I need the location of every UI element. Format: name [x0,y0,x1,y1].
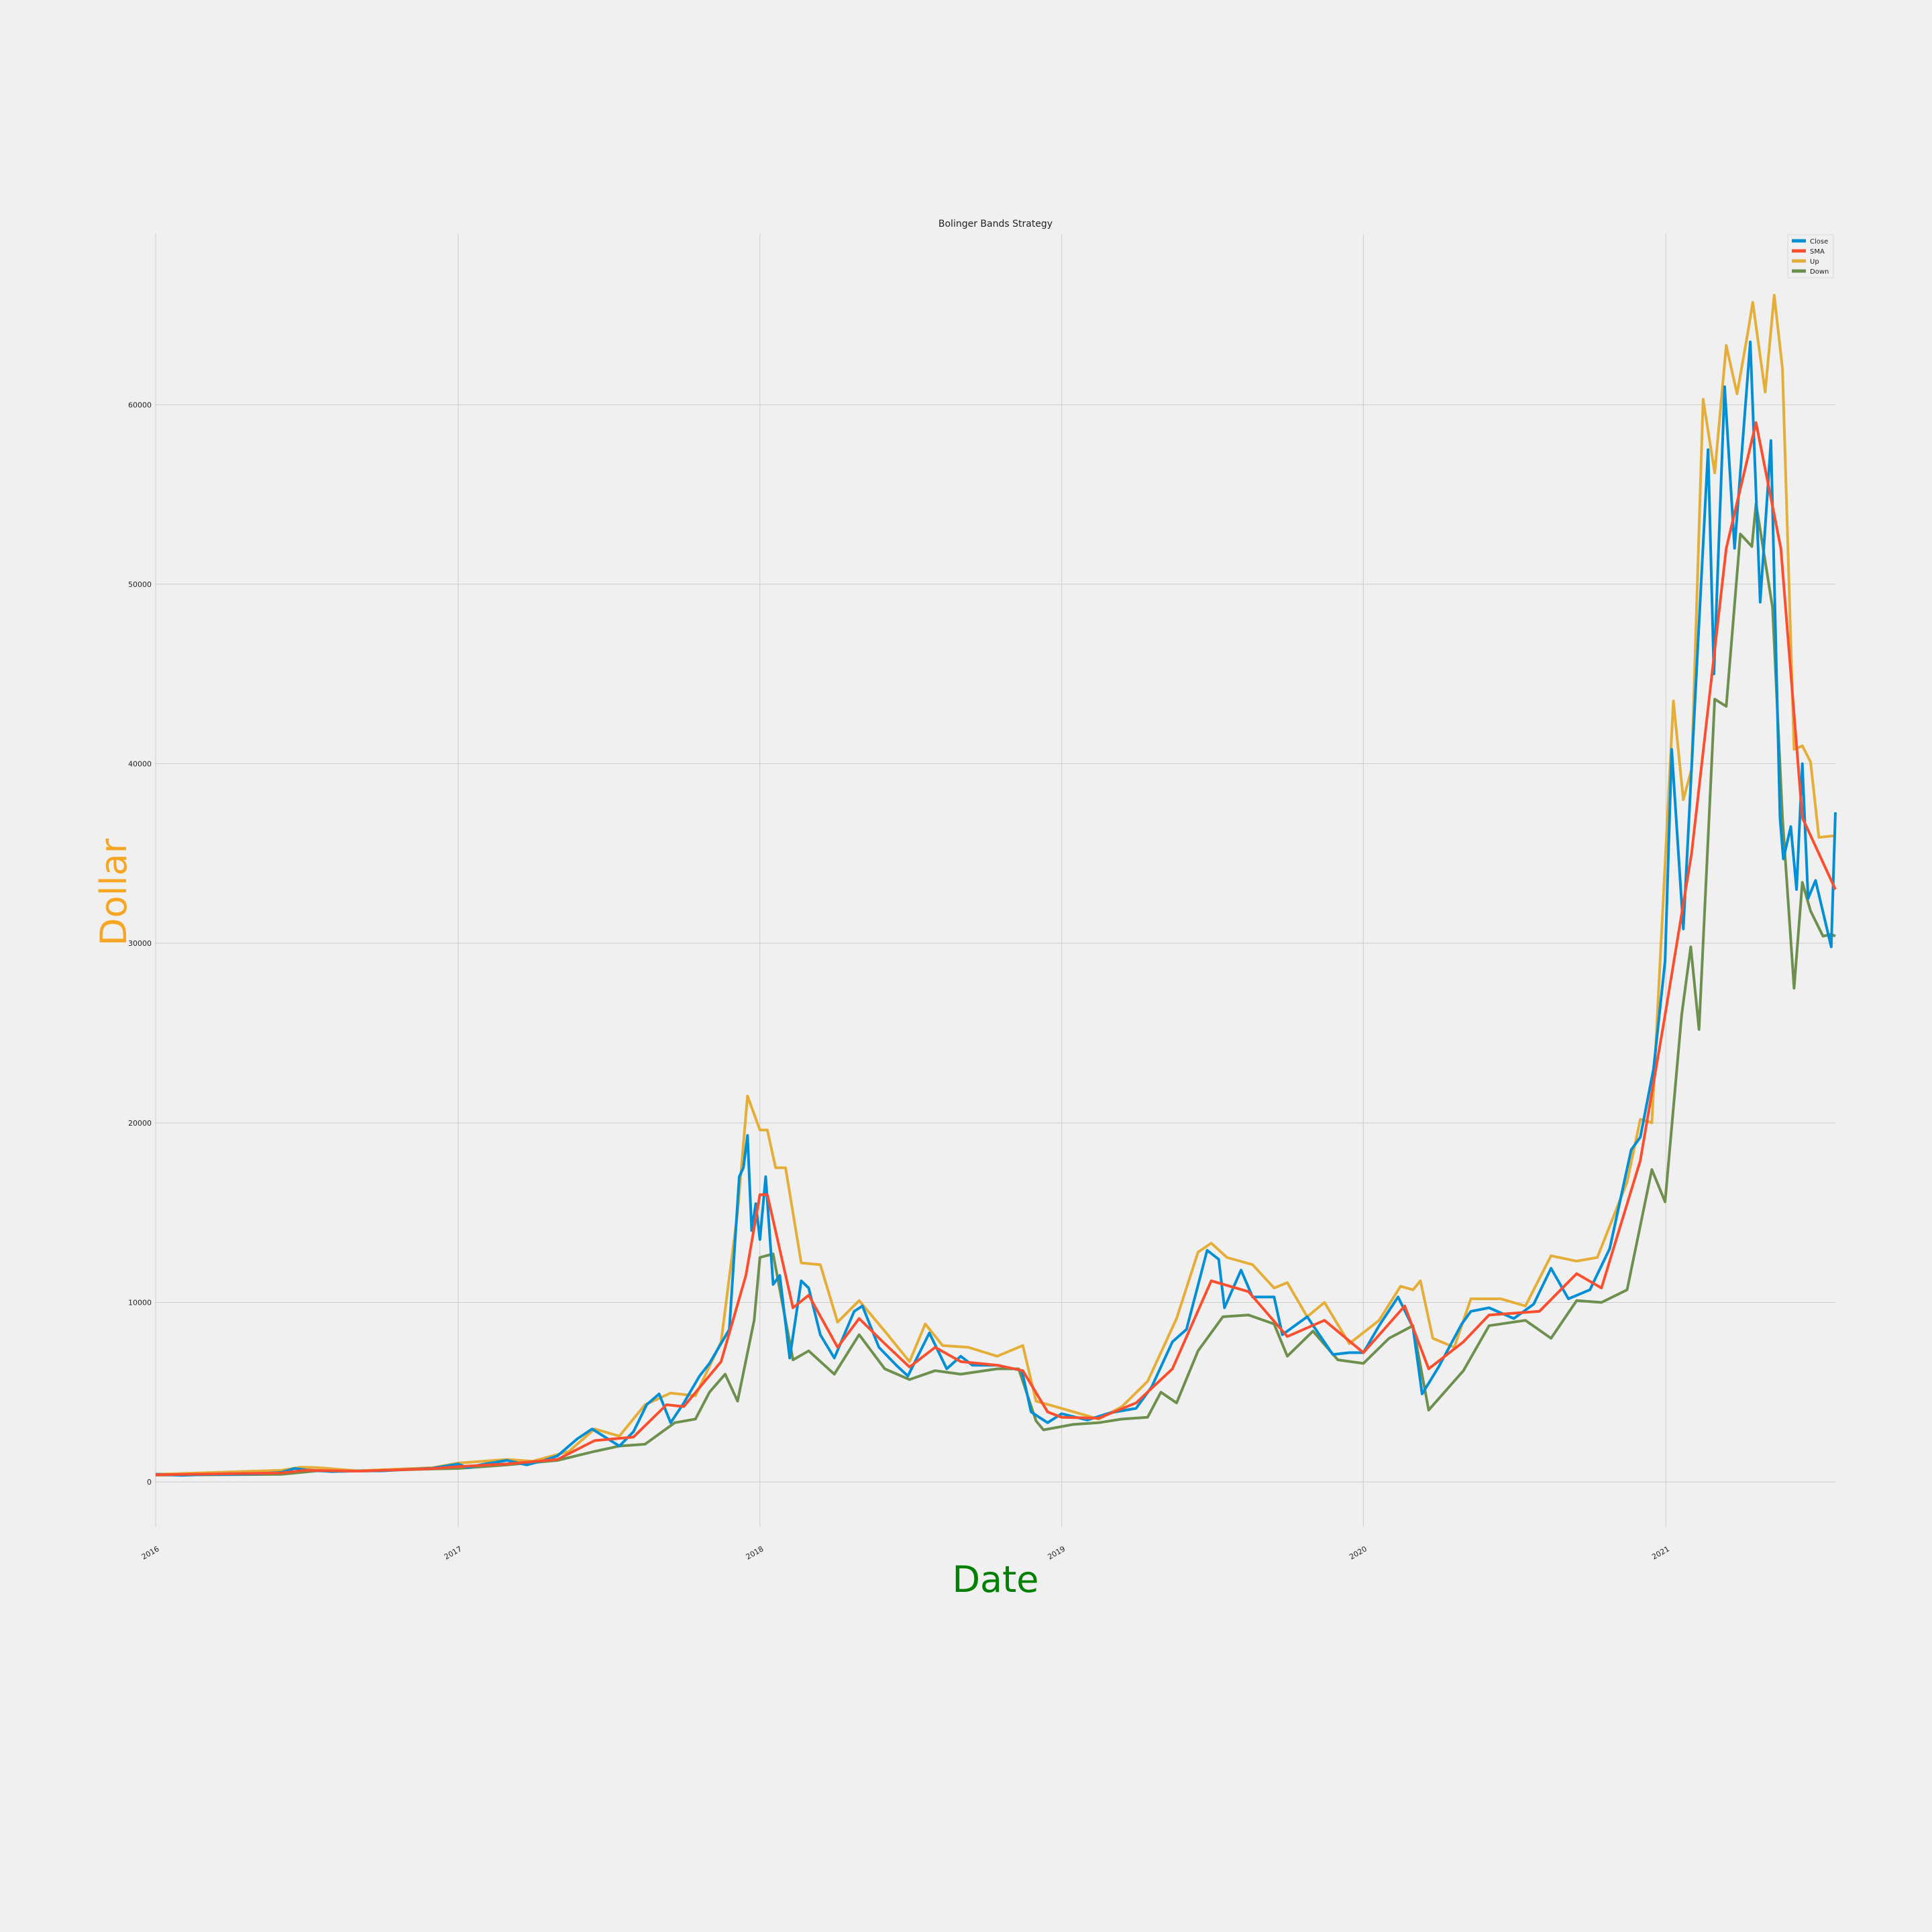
legend-label-up: Up [1810,258,1819,266]
series-line-sma [155,421,1837,1477]
legend-label-sma: SMA [1810,248,1825,256]
x-tick-label: 2017 [443,1544,464,1561]
y-axis-label: Dollar [93,838,135,946]
y-tick-label: 0 [147,1478,152,1487]
legend-label-close: Close [1810,238,1828,246]
x-tick-label: 2016 [140,1544,161,1561]
plot-area [156,234,1835,1527]
legend-label-down: Down [1810,268,1829,276]
series-lines [155,294,1837,1477]
series-line-up [155,294,1836,1476]
x-tick-label: 2020 [1348,1544,1368,1561]
y-tick-label: 20000 [128,1119,152,1128]
y-tick-label: 50000 [128,580,152,589]
series-line-close [155,340,1837,1477]
x-tick-label: 2021 [1650,1544,1671,1561]
y-tick-label: 30000 [128,939,152,948]
x-tick-label: 2018 [745,1544,765,1561]
x-tick-label: 2019 [1046,1544,1067,1561]
chart-title: Bolinger Bands Strategy [938,219,1053,229]
y-tick-label: 40000 [128,760,152,769]
x-axis-label: Date [952,1558,1038,1601]
y-tick-label: 10000 [128,1298,152,1307]
y-tick-label: 60000 [128,400,152,409]
legend: Close SMA Up Down [1787,234,1834,278]
grid [155,234,1835,1527]
series-line-down [155,502,1836,1477]
